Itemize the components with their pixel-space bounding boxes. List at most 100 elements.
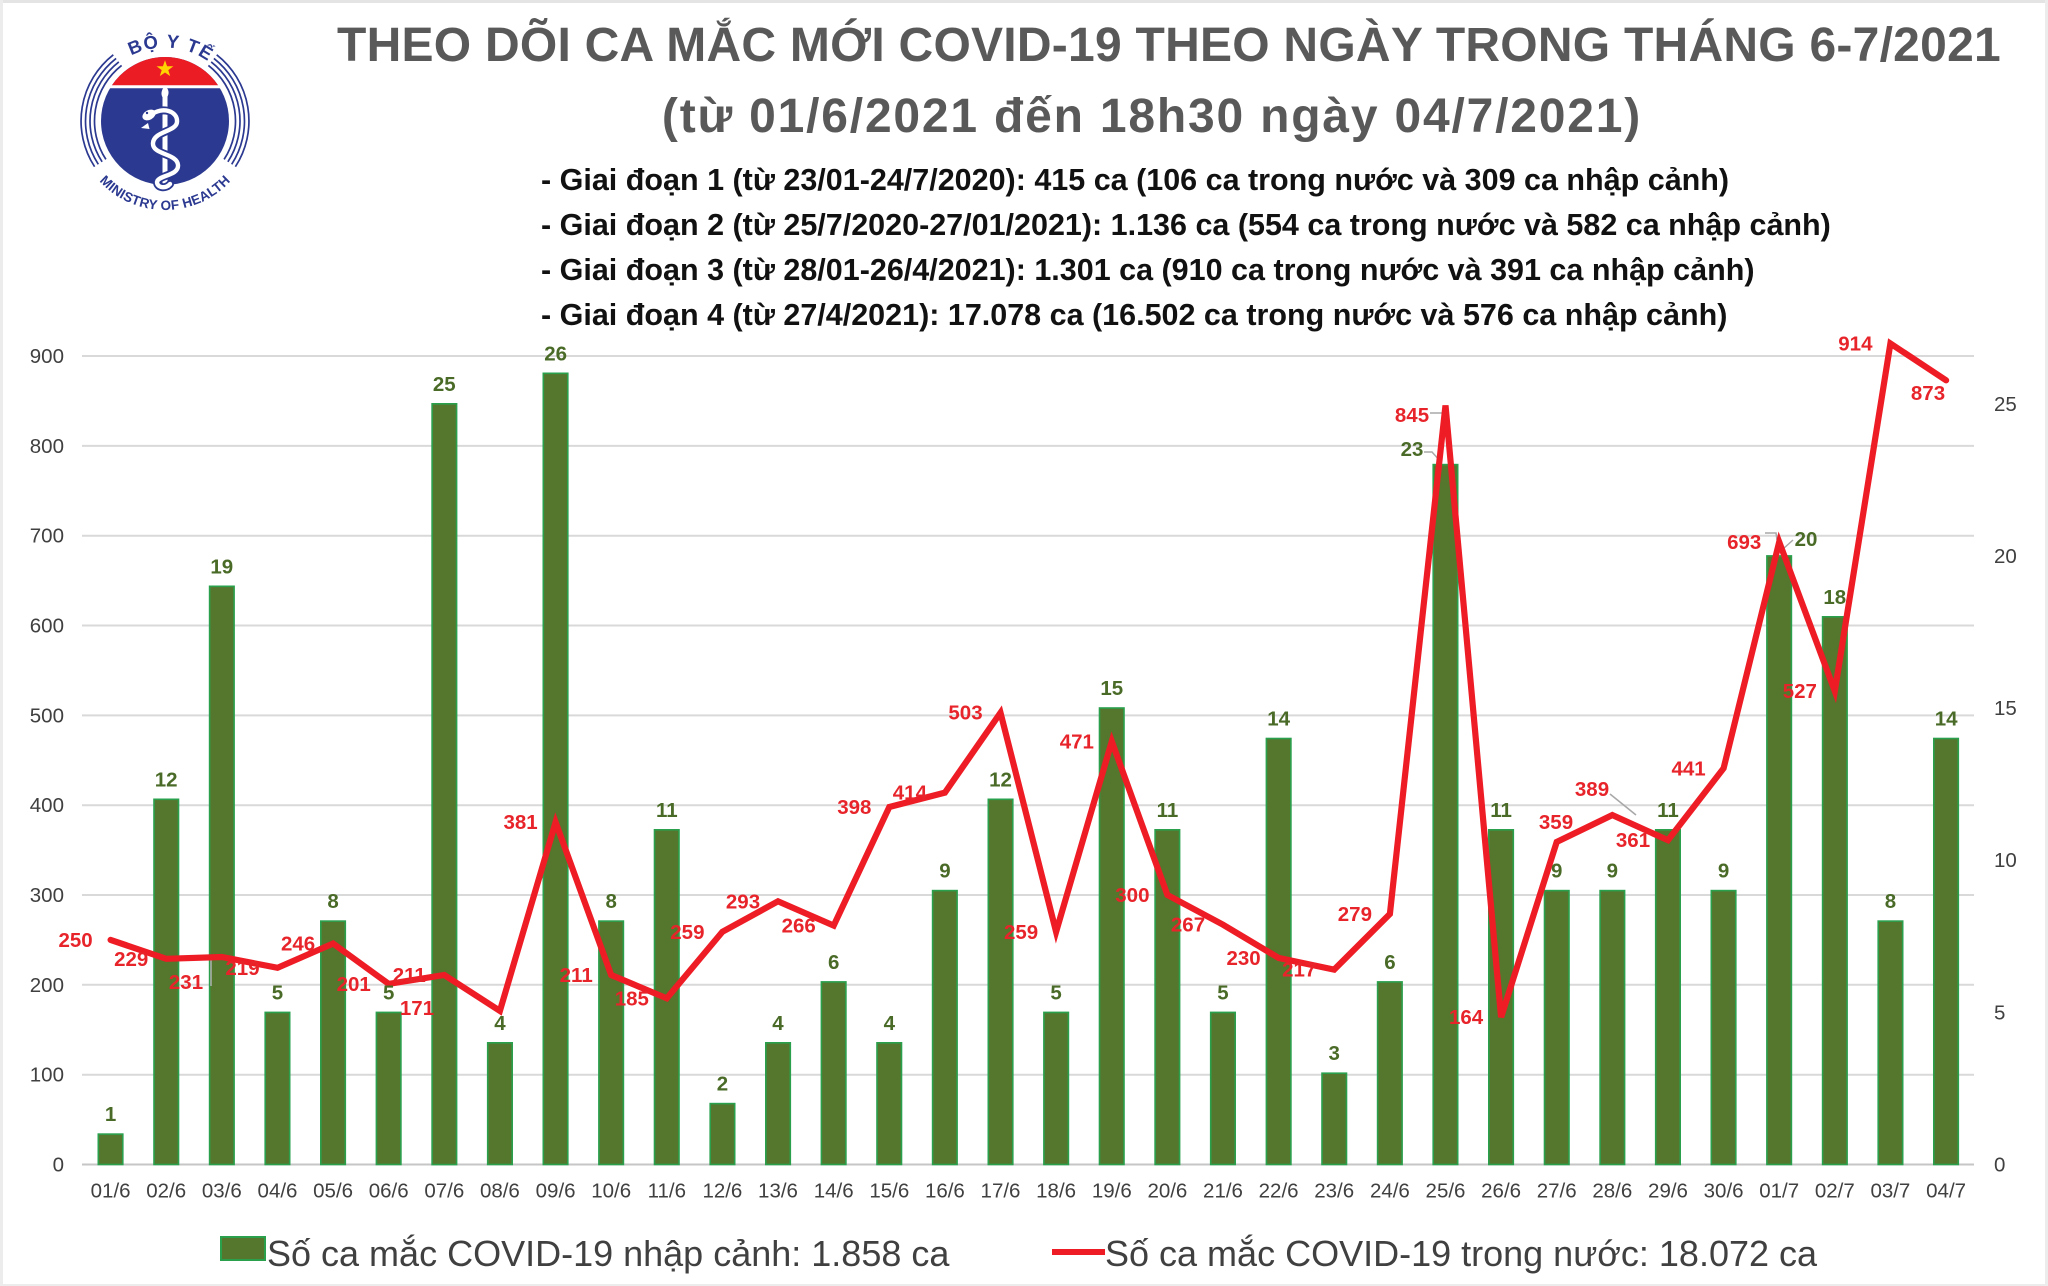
svg-text:13/6: 13/6 — [758, 1180, 798, 1203]
svg-text:9: 9 — [1718, 860, 1729, 883]
svg-text:5: 5 — [1994, 1001, 2005, 1024]
svg-text:20: 20 — [1795, 528, 1818, 551]
svg-text:8: 8 — [327, 890, 338, 913]
svg-text:229: 229 — [114, 948, 148, 971]
svg-text:500: 500 — [30, 704, 64, 727]
svg-text:07/6: 07/6 — [424, 1180, 464, 1203]
svg-text:2: 2 — [717, 1073, 728, 1096]
svg-text:246: 246 — [281, 933, 315, 956]
svg-text:05/6: 05/6 — [313, 1180, 353, 1203]
svg-text:6: 6 — [828, 951, 839, 974]
svg-text:12: 12 — [155, 768, 178, 791]
svg-text:300: 300 — [1115, 884, 1149, 907]
svg-text:230: 230 — [1226, 947, 1260, 970]
svg-text:211: 211 — [393, 964, 426, 987]
svg-text:14: 14 — [1935, 708, 1958, 731]
svg-text:414: 414 — [893, 782, 928, 805]
svg-text:211: 211 — [560, 964, 593, 987]
svg-text:217: 217 — [1282, 959, 1316, 982]
svg-text:300: 300 — [30, 884, 64, 907]
svg-text:24/6: 24/6 — [1370, 1180, 1410, 1203]
svg-text:471: 471 — [1060, 730, 1094, 753]
svg-text:231: 231 — [169, 971, 203, 994]
svg-text:08/6: 08/6 — [480, 1180, 520, 1203]
svg-text:27/6: 27/6 — [1537, 1180, 1577, 1203]
svg-text:11: 11 — [1490, 799, 1512, 822]
svg-text:8: 8 — [1885, 890, 1896, 913]
svg-text:23: 23 — [1401, 438, 1424, 461]
svg-text:8: 8 — [605, 890, 616, 913]
svg-text:12/6: 12/6 — [702, 1180, 742, 1203]
svg-text:800: 800 — [30, 435, 64, 458]
svg-text:22/6: 22/6 — [1259, 1180, 1299, 1203]
svg-text:693: 693 — [1727, 531, 1761, 554]
svg-text:11/6: 11/6 — [648, 1180, 686, 1203]
svg-text:1: 1 — [105, 1103, 116, 1126]
svg-text:267: 267 — [1171, 914, 1205, 937]
svg-text:503: 503 — [948, 702, 982, 725]
svg-text:01/7: 01/7 — [1759, 1180, 1799, 1203]
svg-text:21/6: 21/6 — [1203, 1180, 1243, 1203]
svg-text:5: 5 — [383, 981, 394, 1004]
svg-text:200: 200 — [30, 974, 64, 997]
svg-text:400: 400 — [30, 794, 64, 817]
svg-text:02/7: 02/7 — [1815, 1180, 1855, 1203]
svg-text:18/6: 18/6 — [1036, 1180, 1076, 1203]
svg-text:25/6: 25/6 — [1426, 1180, 1466, 1203]
svg-text:01/6: 01/6 — [91, 1180, 131, 1203]
svg-text:164: 164 — [1449, 1006, 1484, 1029]
svg-text:29/6: 29/6 — [1648, 1180, 1688, 1203]
svg-text:279: 279 — [1338, 903, 1372, 926]
svg-text:845: 845 — [1395, 404, 1429, 427]
svg-text:600: 600 — [30, 615, 64, 638]
svg-text:16/6: 16/6 — [925, 1180, 965, 1203]
svg-text:185: 185 — [615, 987, 649, 1010]
svg-text:266: 266 — [782, 915, 816, 938]
svg-text:4: 4 — [772, 1012, 784, 1035]
svg-text:361: 361 — [1616, 829, 1650, 852]
svg-text:06/6: 06/6 — [369, 1180, 409, 1203]
svg-text:4: 4 — [494, 1012, 506, 1035]
svg-text:26: 26 — [544, 342, 567, 365]
svg-text:15: 15 — [1994, 697, 2017, 720]
svg-text:3: 3 — [1328, 1042, 1339, 1065]
svg-text:14: 14 — [1267, 708, 1290, 731]
svg-text:914: 914 — [1838, 333, 1873, 356]
svg-text:6: 6 — [1384, 951, 1395, 974]
svg-text:26/6: 26/6 — [1481, 1180, 1521, 1203]
svg-text:04/7: 04/7 — [1926, 1180, 1966, 1203]
svg-text:9: 9 — [939, 860, 950, 883]
svg-text:250: 250 — [58, 929, 92, 952]
svg-text:23/6: 23/6 — [1314, 1180, 1354, 1203]
svg-text:10: 10 — [1994, 849, 2017, 872]
svg-text:11: 11 — [656, 799, 678, 822]
svg-text:15: 15 — [1100, 677, 1123, 700]
svg-text:03/7: 03/7 — [1870, 1180, 1910, 1203]
svg-text:219: 219 — [225, 957, 259, 980]
svg-text:04/6: 04/6 — [258, 1180, 298, 1203]
svg-text:18: 18 — [1823, 586, 1846, 609]
svg-text:100: 100 — [30, 1064, 64, 1087]
svg-text:9: 9 — [1607, 860, 1618, 883]
svg-text:293: 293 — [726, 890, 760, 913]
svg-text:4: 4 — [884, 1012, 896, 1035]
svg-text:700: 700 — [30, 525, 64, 548]
svg-text:259: 259 — [1004, 921, 1038, 944]
svg-text:259: 259 — [670, 921, 704, 944]
svg-text:12: 12 — [989, 768, 1012, 791]
svg-text:171: 171 — [400, 997, 434, 1020]
svg-text:5: 5 — [1217, 981, 1228, 1004]
svg-text:359: 359 — [1539, 811, 1573, 834]
svg-text:20/6: 20/6 — [1147, 1180, 1187, 1203]
svg-text:201: 201 — [337, 973, 371, 996]
svg-text:19: 19 — [210, 555, 233, 578]
svg-text:03/6: 03/6 — [202, 1180, 242, 1203]
svg-text:10/6: 10/6 — [591, 1180, 631, 1203]
svg-text:900: 900 — [30, 345, 64, 368]
svg-text:5: 5 — [272, 981, 283, 1004]
svg-text:25: 25 — [1994, 393, 2017, 416]
svg-text:11: 11 — [1157, 799, 1179, 822]
svg-text:873: 873 — [1911, 382, 1945, 405]
svg-text:02/6: 02/6 — [146, 1180, 186, 1203]
svg-text:14/6: 14/6 — [814, 1180, 854, 1203]
